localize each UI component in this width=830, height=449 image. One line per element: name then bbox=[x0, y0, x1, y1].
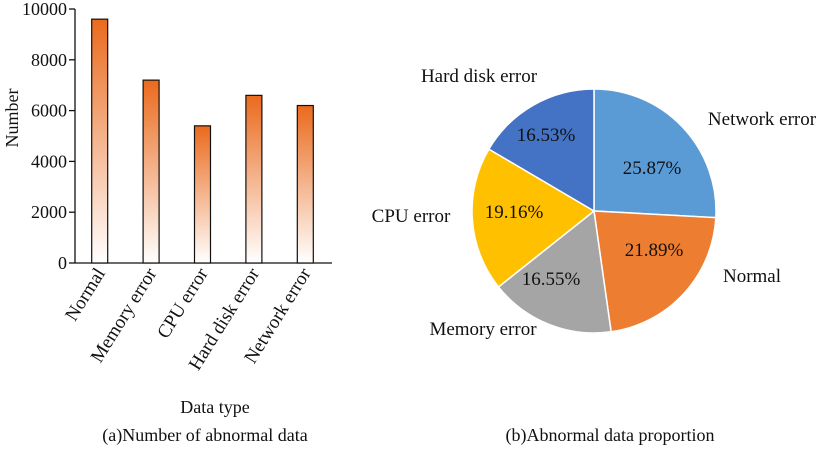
bar-hard-disk-error bbox=[245, 94, 263, 264]
bar-chart-caption: (a)Number of abnormal data bbox=[102, 425, 307, 446]
pie-percent-label: 16.53% bbox=[517, 125, 576, 146]
bar-network-error bbox=[296, 104, 314, 264]
pie-category-label: Network error bbox=[708, 109, 817, 130]
bar-cpu-error bbox=[193, 125, 212, 264]
pie-slices bbox=[471, 88, 717, 334]
y-tick-label: 0 bbox=[58, 253, 67, 273]
y-tick-label: 2000 bbox=[31, 202, 67, 222]
pie-percent-label: 19.16% bbox=[485, 202, 544, 223]
y-ticks: 0 2000 4000 6000 8000 10000 bbox=[22, 0, 75, 273]
x-axis-label: Data type bbox=[180, 397, 249, 417]
x-tick-label: Normal bbox=[61, 265, 110, 325]
y-tick-label: 4000 bbox=[31, 151, 67, 171]
bars bbox=[91, 18, 314, 264]
pie-slice-network-error bbox=[593, 88, 717, 219]
pie-category-label: Memory error bbox=[429, 319, 537, 340]
pie-category-label: Normal bbox=[723, 266, 781, 287]
pie-category-label: Hard disk error bbox=[421, 66, 538, 87]
pie-slice-memory-error bbox=[497, 209, 612, 334]
pie-category-labels: Network error Normal Memory error CPU error… bbox=[372, 66, 817, 340]
pie-percent-labels: 25.87% 21.89% 16.55% 19.16% 16.53% bbox=[485, 125, 684, 290]
pie-slice-cpu-error bbox=[471, 148, 596, 288]
pie-category-label: CPU error bbox=[372, 206, 451, 227]
bar-memory-error bbox=[142, 79, 160, 264]
pie-slice-normal bbox=[593, 210, 717, 333]
bar-normal bbox=[91, 18, 109, 264]
pie-percent-label: 25.87% bbox=[623, 158, 682, 179]
pie-slice-hard-disk-error bbox=[487, 88, 595, 213]
pie-percent-label: 16.55% bbox=[522, 269, 581, 290]
y-tick-label: 6000 bbox=[31, 101, 67, 121]
y-tick-label: 10000 bbox=[22, 0, 67, 19]
pie-percent-label: 21.89% bbox=[625, 240, 684, 261]
pie-chart: 25.87% 21.89% 16.55% 19.16% 16.53% Network e… bbox=[372, 66, 817, 446]
pie-chart-caption: (b)Abnormal data proportion bbox=[506, 425, 715, 446]
y-axis-label: Number bbox=[2, 89, 22, 148]
y-tick-label: 8000 bbox=[31, 50, 67, 70]
